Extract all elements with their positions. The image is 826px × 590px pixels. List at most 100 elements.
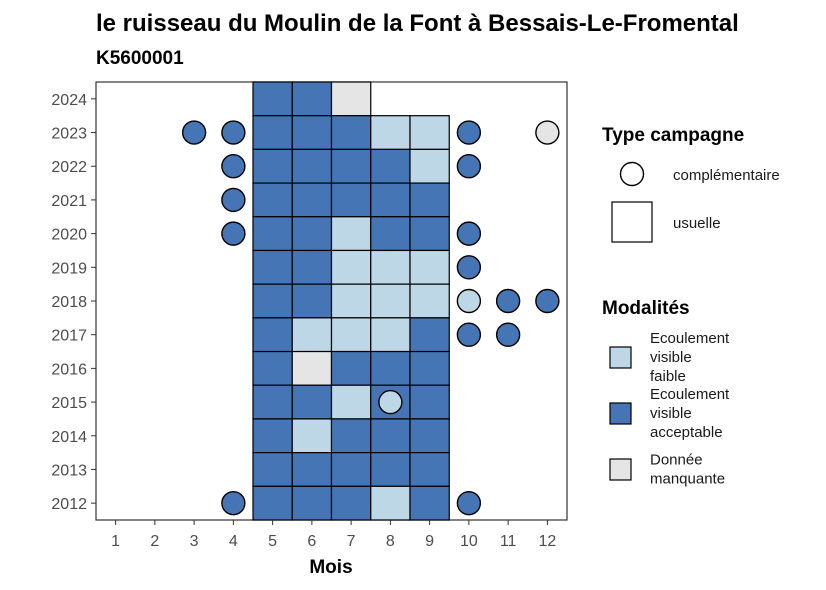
- point-2015-8: [378, 389, 403, 415]
- legend-mod-key-faible: [609, 346, 632, 369]
- x-tick-label: 9: [425, 533, 434, 550]
- tile-2024-5: [252, 81, 293, 117]
- tile-2024-6: [291, 81, 333, 117]
- tile-2015-9: [409, 384, 450, 420]
- legend-type-label-complementaire: complémentaire: [673, 167, 780, 184]
- point-2020-10: [456, 221, 482, 246]
- tile-2022-7: [330, 148, 372, 184]
- x-tick-label: 6: [307, 533, 316, 550]
- tile-2020-7: [330, 216, 372, 252]
- tile-2017-6: [291, 317, 333, 353]
- x-tick-label: 7: [347, 533, 356, 550]
- legend-type-label-usuelle: usuelle: [673, 215, 721, 232]
- y-tick-label: 2022: [51, 159, 87, 176]
- tile-2012-9: [409, 485, 450, 521]
- point-2018-10: [456, 288, 482, 314]
- legend-mod-label-faible: visible: [650, 349, 692, 366]
- tile-2019-9: [409, 249, 450, 285]
- y-tick-label: 2012: [51, 496, 87, 513]
- tile-2014-9: [409, 418, 450, 454]
- legend-mod-label-manquante: manquante: [650, 471, 725, 488]
- tile-2021-8: [370, 182, 411, 218]
- tile-2015-5: [252, 384, 293, 420]
- tile-2020-5: [252, 216, 293, 252]
- point-2023-3: [181, 120, 207, 145]
- point-2023-4: [221, 120, 246, 145]
- tile-2013-9: [409, 452, 450, 487]
- tile-2020-6: [291, 216, 333, 252]
- tile-2012-6: [291, 485, 333, 521]
- y-tick-label: 2013: [51, 462, 87, 479]
- point-2021-4: [221, 187, 246, 213]
- tile-2022-6: [291, 148, 333, 184]
- tile-2012-7: [330, 485, 372, 521]
- x-tick-label: 10: [460, 533, 478, 550]
- y-tick-label: 2023: [51, 126, 87, 143]
- tile-2023-7: [330, 115, 372, 150]
- point-2019-10: [456, 255, 482, 280]
- legend-mod-label-acceptable: visible: [650, 405, 692, 422]
- tile-2015-7: [330, 384, 372, 420]
- legend-mod-key-manquante: [609, 458, 632, 481]
- tile-2016-8: [370, 350, 411, 386]
- tile-2014-5: [252, 418, 293, 454]
- x-tick-label: 3: [190, 533, 199, 550]
- tile-2014-7: [330, 418, 372, 454]
- y-tick-label: 2014: [51, 429, 87, 446]
- tile-2013-8: [370, 452, 411, 487]
- y-tick-label: 2020: [51, 227, 87, 244]
- tile-2021-5: [252, 182, 293, 218]
- point-2018-12: [535, 288, 560, 314]
- legend-mod-label-faible: Ecoulement: [650, 330, 730, 347]
- x-tick-label: 1: [111, 533, 120, 550]
- point-2012-10: [456, 490, 482, 516]
- tile-2012-5: [252, 485, 293, 521]
- tile-2024-7: [330, 81, 372, 117]
- tile-2023-8: [370, 115, 411, 150]
- tile-2023-6: [291, 115, 333, 150]
- tile-2017-8: [370, 317, 411, 353]
- point-2022-4: [221, 154, 246, 179]
- legend-mod-label-manquante: Donnée: [650, 452, 703, 469]
- y-tick-label: 2018: [51, 294, 87, 311]
- tile-2022-5: [252, 148, 293, 184]
- y-tick-label: 2015: [51, 395, 87, 412]
- tile-2022-9: [409, 148, 450, 184]
- tile-2020-8: [370, 216, 411, 252]
- tile-2016-9: [409, 350, 450, 386]
- legend-type-key-complementaire: [619, 161, 645, 187]
- y-tick-label: 2016: [51, 361, 87, 378]
- legend-mod-label-faible: faible: [650, 368, 686, 385]
- legend-mod-label-acceptable: acceptable: [650, 424, 723, 441]
- tile-2021-7: [330, 182, 372, 218]
- tile-2013-7: [330, 452, 372, 487]
- tile-2018-9: [409, 283, 450, 319]
- chart-title: le ruisseau du Moulin de la Font à Bessa…: [96, 10, 739, 37]
- tile-2023-5: [252, 115, 293, 150]
- tile-2016-5: [252, 350, 293, 386]
- tile-2013-6: [291, 452, 333, 487]
- x-tick-label: 12: [538, 533, 556, 550]
- point-2012-4: [221, 490, 246, 516]
- x-tick-label: 11: [500, 533, 517, 550]
- legend-mod-key-acceptable: [609, 402, 632, 425]
- tile-2017-9: [409, 317, 450, 353]
- tile-2020-9: [409, 216, 450, 252]
- tile-2012-8: [370, 485, 411, 521]
- tile-2013-5: [252, 452, 293, 487]
- tile-2014-6: [291, 418, 333, 454]
- point-2017-11: [495, 322, 521, 347]
- legend-type-title: Type campagne: [602, 125, 744, 146]
- plot-area: 1 2 3 4 5 6 7 8 9 10 11 122024202320222021202020192…: [51, 81, 568, 550]
- point-2017-10: [456, 322, 482, 347]
- tile-2018-6: [291, 283, 333, 319]
- x-tick-label: 2: [150, 533, 159, 550]
- tile-2023-9: [409, 115, 450, 150]
- legend-mod-label-acceptable: Ecoulement: [650, 386, 730, 403]
- tile-2019-5: [252, 249, 293, 285]
- x-tick-label: 5: [268, 533, 277, 550]
- y-tick-label: 2021: [51, 193, 87, 210]
- y-tick-label: 2017: [51, 328, 87, 345]
- tile-2014-8: [370, 418, 411, 454]
